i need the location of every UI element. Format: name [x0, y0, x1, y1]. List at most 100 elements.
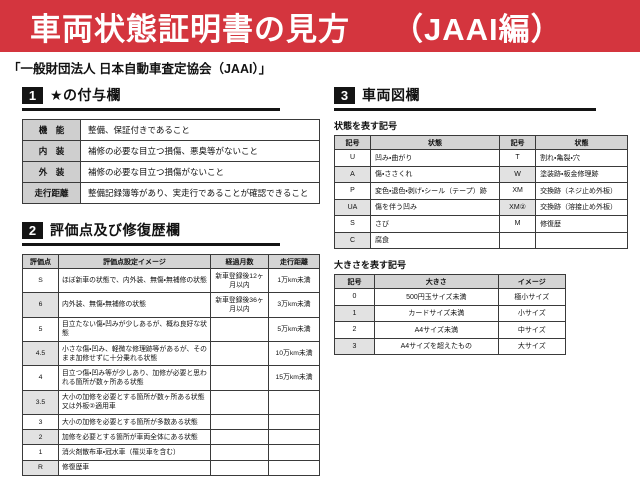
state-cell — [535, 231, 628, 249]
section1-header: 1 ★の付与欄 — [22, 85, 280, 111]
table-row: 5 目立たない傷・凹みが少しあるが、概ね良好な状態 5万km未満 — [22, 316, 320, 343]
image-cell: 中サイズ — [497, 321, 567, 339]
column-header: 評価点 — [22, 254, 59, 269]
size-cell: カードサイズ未満 — [374, 304, 499, 322]
symbol-cell — [499, 231, 537, 249]
description-cell: 修復歴車 — [58, 459, 211, 476]
table-row: S さび M 修復歴 — [334, 215, 628, 233]
condition-symbols-caption: 状態を表す記号 — [334, 121, 398, 131]
table-header-row: 記号 大きさ イメージ — [334, 274, 567, 289]
column-header: 状態 — [535, 135, 628, 150]
table-row: A 傷・ささくれ W 塗装跡・板金修理跡 — [334, 165, 628, 183]
mileage-cell: 10万km未満 — [268, 341, 320, 367]
column-header: 大きさ — [374, 274, 499, 289]
symbol-cell: M — [499, 215, 537, 233]
star-criteria-table: 機 能 整備、保証付きであること 内 装 補修の必要な目立つ損傷、悪臭等がないこ… — [22, 119, 320, 204]
section2-header: 2 評価点及び修復歴欄 — [22, 220, 280, 246]
section3-number-badge: 3 — [334, 86, 355, 104]
table-row: 2 A4サイズ未満 中サイズ — [334, 321, 567, 339]
description-cell: 目立たない傷・凹みが少しあるが、概ね良好な状態 — [58, 316, 211, 343]
score-cell: R — [22, 459, 59, 476]
section2-title: 評価点及び修復歴欄 — [50, 222, 181, 238]
page-title: 車両状態証明書の見方 — [30, 11, 350, 47]
symbol-cell: S — [334, 215, 371, 233]
months-cell — [210, 444, 269, 461]
table-row: 3 A4サイズを超えたもの 大サイズ — [334, 337, 567, 355]
symbol-cell: A — [334, 165, 371, 183]
organization-subtitle: 「一般財団法人 日本自動車査定協会（JAAI）」 — [8, 62, 272, 76]
mileage-cell — [268, 429, 320, 446]
score-cell: 1 — [22, 444, 59, 461]
symbol-cell: U — [334, 149, 371, 167]
table-row: 3 大小の加修を必要とする箇所が多数ある状態 — [22, 414, 320, 431]
section3-title: 車両図欄 — [362, 87, 420, 103]
size-symbols-caption: 大きさを表す記号 — [334, 260, 407, 270]
mileage-cell: 1万km未満 — [268, 267, 320, 294]
row-description: 整備記録簿等があり、実走行であることが確認できること — [80, 182, 320, 204]
description-cell: 大小の加修を必要とする箇所が数ヶ所ある状態又は外板②適用車 — [58, 389, 211, 416]
evaluation-table: 評価点 評価点設定イメージ 経過月数 走行距離 S ほぼ新車の状態で、内外装、無… — [22, 254, 320, 476]
symbol-cell: P — [334, 182, 371, 200]
column-header: イメージ — [497, 274, 567, 289]
row-description: 整備、保証付きであること — [80, 119, 320, 141]
column-header: 評価点設定イメージ — [58, 254, 211, 269]
symbol-cell: 1 — [334, 304, 375, 322]
table-row: R 修復歴車 — [22, 459, 320, 476]
image-cell: 極小サイズ — [497, 288, 567, 306]
row-description: 補修の必要な目立つ損傷がないこと — [80, 161, 320, 183]
months-cell: 新車登録後36ヶ月以内 — [210, 292, 269, 318]
table-row: 0 500円玉サイズ未満 極小サイズ — [334, 288, 567, 306]
table-row: 走行距離 整備記録簿等があり、実走行であることが確認できること — [22, 182, 320, 204]
row-description: 補修の必要な目立つ損傷、悪臭等がないこと — [80, 140, 320, 162]
state-cell: 腐食 — [369, 231, 501, 249]
symbol-cell: T — [499, 149, 537, 167]
row-label: 走行距離 — [22, 182, 81, 204]
table-row: 内 装 補修の必要な目立つ損傷、悪臭等がないこと — [22, 140, 320, 162]
table-row: S ほぼ新車の状態で、内外装、無傷・無補修の状態 新車登録後12ヶ月以内 1万k… — [22, 267, 320, 294]
mileage-cell — [268, 444, 320, 461]
symbol-cell: 3 — [334, 337, 375, 355]
image-cell: 小サイズ — [497, 304, 567, 322]
table-row: 2 加修を必要とする箇所が車両全体にある状態 — [22, 429, 320, 446]
table-row: 3.5 大小の加修を必要とする箇所が数ヶ所ある状態又は外板②適用車 — [22, 389, 320, 416]
column-header: 走行距離 — [268, 254, 320, 269]
mileage-cell — [268, 389, 320, 416]
condition-symbol-table: 記号 状態 記号 状態 U 凹み・曲がり T 割れ・亀裂・穴 A 傷・ささくれ … — [334, 135, 628, 249]
state-cell: 凹み・曲がり — [369, 149, 501, 167]
months-cell — [210, 429, 269, 446]
size-cell: 500円玉サイズ未満 — [374, 288, 499, 306]
state-cell: 修復歴 — [535, 215, 628, 233]
symbol-cell: 0 — [334, 288, 375, 306]
months-cell — [210, 316, 269, 343]
months-cell — [210, 459, 269, 476]
symbol-cell: W — [499, 165, 537, 183]
state-cell: 交換跡（溶接止め外板） — [535, 198, 628, 216]
section2-number-badge: 2 — [22, 221, 43, 239]
state-cell: 塗装跡・板金修理跡 — [535, 165, 628, 183]
column-header: 記号 — [334, 274, 375, 289]
table-header-row: 評価点 評価点設定イメージ 経過月数 走行距離 — [22, 254, 320, 269]
score-cell: 4.5 — [22, 341, 59, 367]
row-label: 外 装 — [22, 161, 81, 183]
size-cell: A4サイズを超えたもの — [374, 337, 499, 355]
mileage-cell: 5万km未満 — [268, 316, 320, 343]
score-cell: 3 — [22, 414, 59, 431]
table-row: 1 カードサイズ未満 小サイズ — [334, 304, 567, 322]
left-column: 1 ★の付与欄 機 能 整備、保証付きであること 内 装 補修の必要な目立つ損傷… — [22, 81, 320, 476]
state-cell: 変色・退色・剥げ・シール（テープ）跡 — [369, 182, 501, 200]
months-cell — [210, 389, 269, 416]
size-symbol-table: 記号 大きさ イメージ 0 500円玉サイズ未満 極小サイズ 1 カードサイズ未… — [334, 274, 567, 355]
mileage-cell: 15万km未満 — [268, 365, 320, 391]
row-label: 内 装 — [22, 140, 81, 162]
symbol-cell: C — [334, 231, 371, 249]
mileage-cell: 3万km未満 — [268, 292, 320, 318]
content-columns: 1 ★の付与欄 機 能 整備、保証付きであること 内 装 補修の必要な目立つ損傷… — [0, 79, 640, 476]
state-cell: 傷を伴う凹み — [369, 198, 501, 216]
months-cell: 新車登録後12ヶ月以内 — [210, 267, 269, 294]
description-cell: 大小の加修を必要とする箇所が多数ある状態 — [58, 414, 211, 431]
state-cell: さび — [369, 215, 501, 233]
table-row: 4 目立つ傷・凹み等が少しあり、加修が必要と思われる箇所が数ヶ所ある状態 15万… — [22, 365, 320, 391]
description-cell: 内外装、無傷・無補修の状態 — [58, 292, 211, 318]
table-row: P 変色・退色・剥げ・シール（テープ）跡 XM 交換跡（ネジ止め外板） — [334, 182, 628, 200]
table-row: UA 傷を伴う凹み XM② 交換跡（溶接止め外板） — [334, 198, 628, 216]
